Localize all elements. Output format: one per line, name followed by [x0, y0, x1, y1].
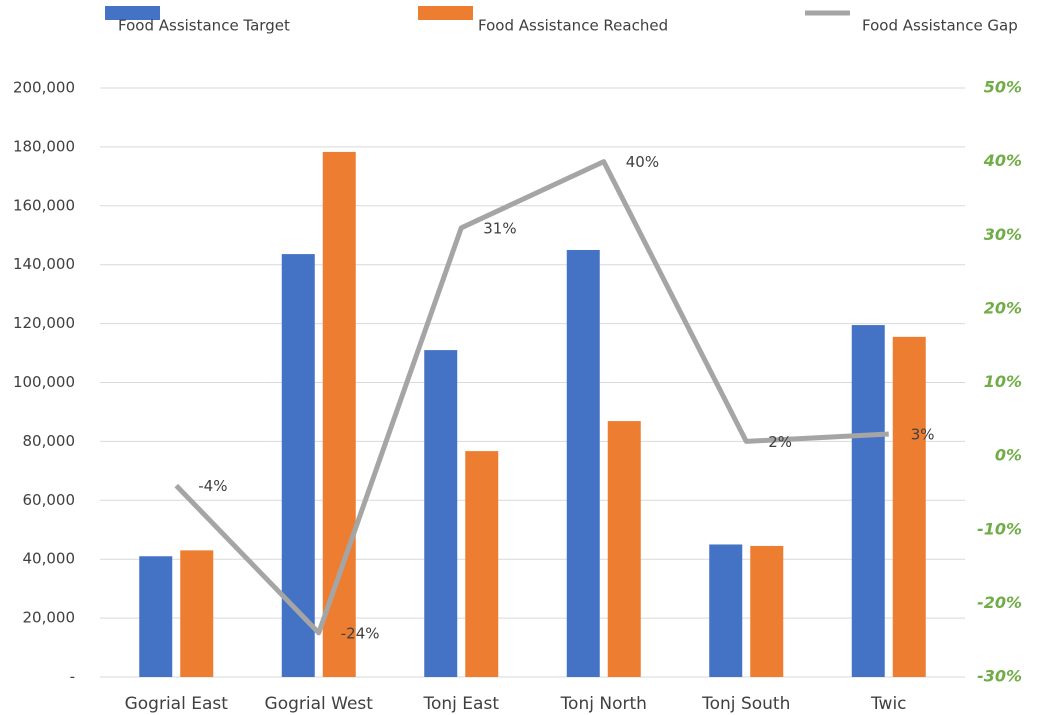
data-label: 31%	[483, 219, 516, 237]
x-tick-label: Tonj South	[701, 694, 790, 714]
bar	[607, 421, 641, 677]
y-tick-label: 80,000	[23, 432, 76, 450]
bar	[139, 556, 173, 677]
legend-label: Food Assistance Target	[118, 17, 290, 35]
bar	[892, 336, 926, 677]
y2-tick-label: -20%	[977, 593, 1022, 612]
y2-tick-label: 20%	[984, 298, 1022, 317]
x-tick-label: Twic	[870, 694, 907, 714]
bar	[465, 451, 499, 677]
bar	[180, 550, 214, 677]
y-tick-label: 180,000	[13, 137, 75, 155]
y2-tick-label: 30%	[984, 225, 1022, 244]
y2-tick-label: 10%	[984, 372, 1022, 391]
data-label: -4%	[198, 477, 227, 495]
y2-tick-label: -10%	[977, 519, 1022, 538]
x-tick-label: Tonj East	[423, 694, 500, 714]
y-tick-label: 120,000	[13, 314, 75, 332]
y-tick-label: 20,000	[23, 609, 76, 627]
bar	[750, 545, 784, 677]
bar	[566, 249, 600, 677]
legend-swatch	[105, 6, 160, 20]
bar	[851, 325, 885, 677]
legend-swatch	[418, 6, 473, 20]
data-label: 2%	[768, 433, 792, 451]
bar	[709, 544, 743, 677]
legend-label: Food Assistance Reached	[478, 17, 668, 35]
y-tick-label: 40,000	[23, 550, 76, 568]
bar	[281, 254, 315, 677]
y-tick-label: 200,000	[13, 79, 75, 97]
y-tick-label: 60,000	[23, 491, 76, 509]
y2-tick-label: -30%	[977, 667, 1022, 686]
x-tick-label: Gogrial East	[125, 694, 229, 714]
y-tick-label: 140,000	[13, 255, 75, 273]
data-label: 3%	[911, 426, 935, 444]
data-label: 40%	[626, 153, 659, 171]
x-tick-label: Gogrial West	[265, 694, 374, 714]
legend-label: Food Assistance Gap	[862, 17, 1018, 35]
x-tick-label: Tonj North	[560, 694, 647, 714]
bar	[424, 350, 458, 677]
y-tick-label: 160,000	[13, 196, 75, 214]
data-label: -24%	[341, 624, 380, 642]
y2-tick-label: 50%	[984, 78, 1022, 97]
y2-tick-label: 0%	[995, 446, 1022, 465]
bar	[322, 151, 356, 677]
y-tick-label: -	[70, 668, 75, 686]
y-tick-label: 100,000	[13, 373, 75, 391]
line-series	[174, 159, 889, 636]
y2-tick-label: 40%	[983, 151, 1022, 170]
